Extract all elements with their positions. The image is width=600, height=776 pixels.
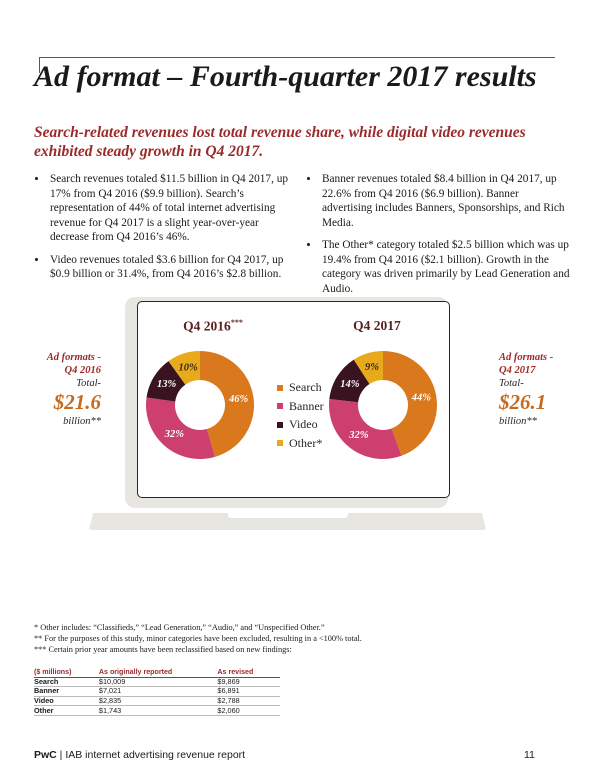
svg-text:9%: 9% xyxy=(365,362,379,373)
svg-text:10%: 10% xyxy=(178,362,198,373)
svg-text:46%: 46% xyxy=(228,394,249,405)
svg-text:13%: 13% xyxy=(157,379,177,390)
svg-text:32%: 32% xyxy=(164,429,185,440)
svg-text:44%: 44% xyxy=(411,393,432,404)
